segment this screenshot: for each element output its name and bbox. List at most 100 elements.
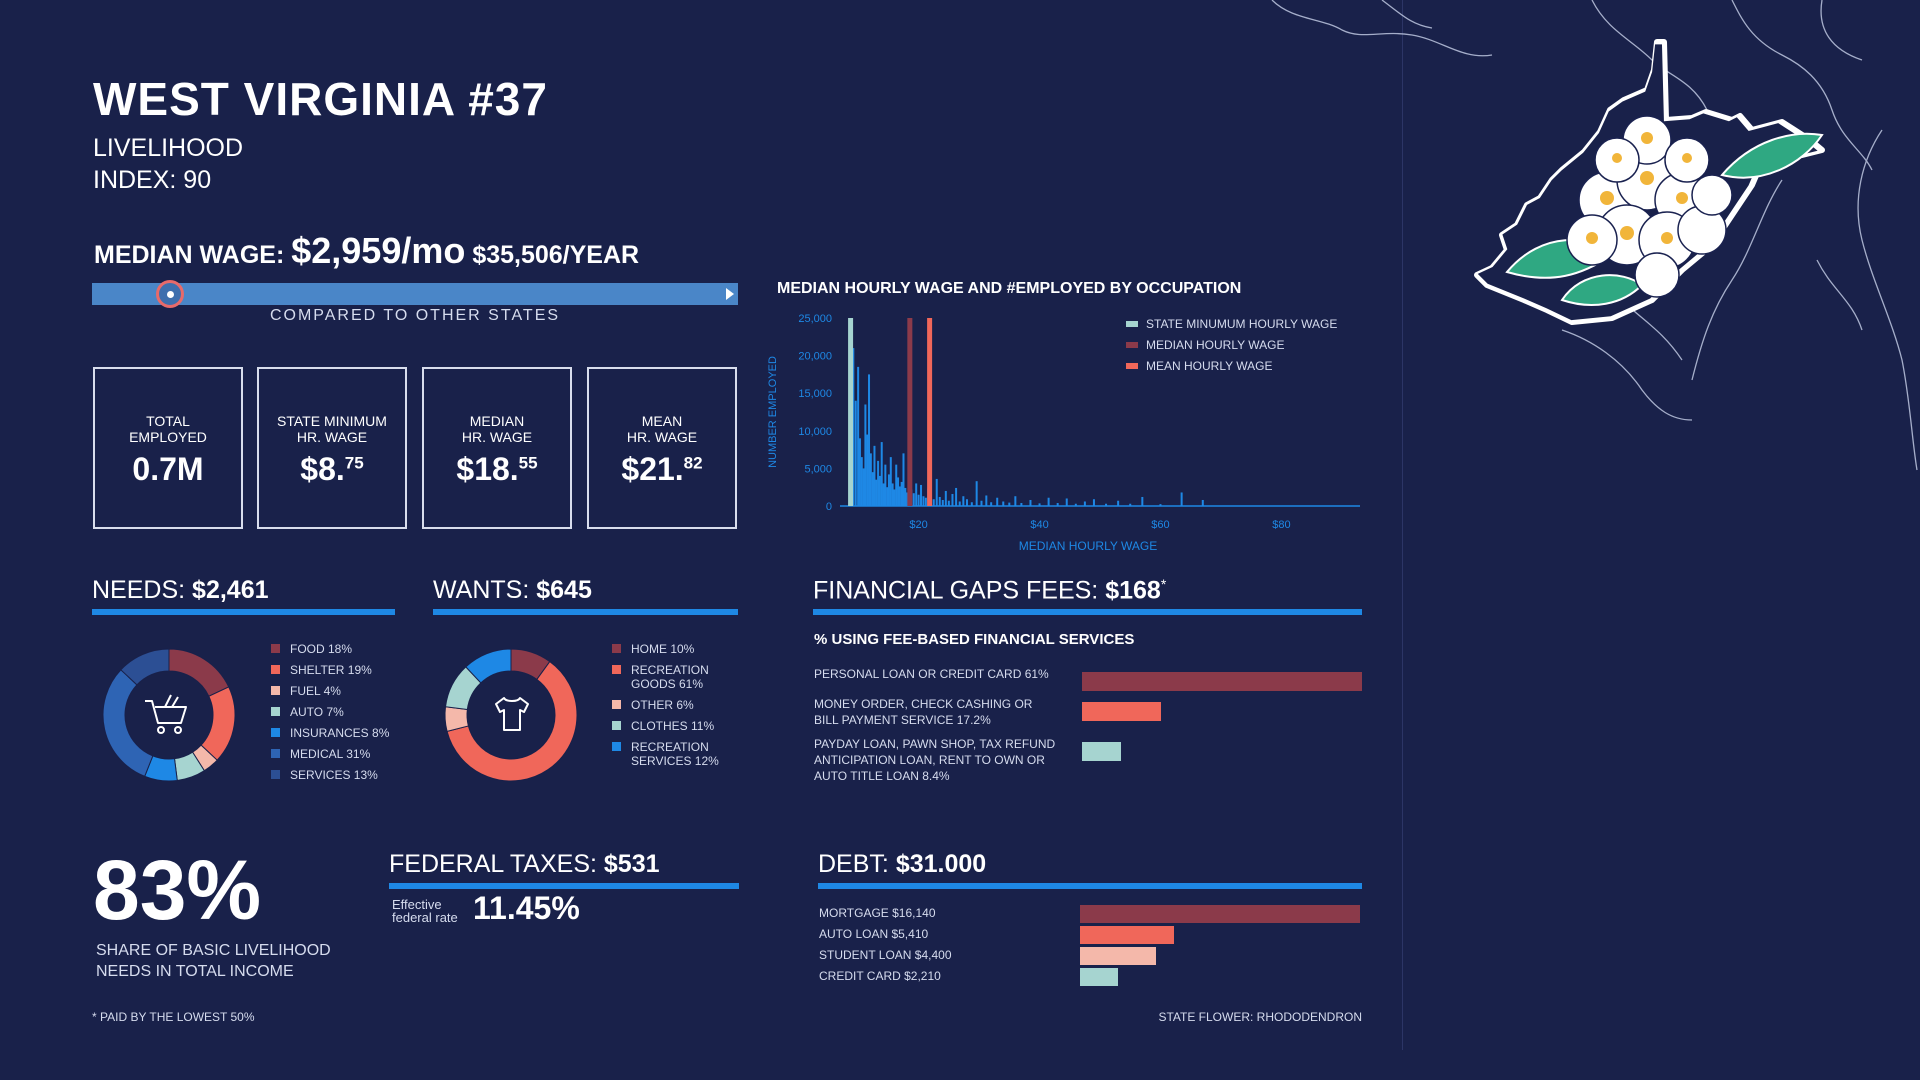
state-rank-marker: [155, 280, 184, 308]
stat-value: 0.7M: [95, 451, 241, 488]
occupation-bar: [970, 502, 973, 506]
occupation-bar: [1117, 500, 1120, 506]
share-value: 83%: [93, 843, 262, 937]
occupation-bar: [985, 495, 988, 506]
occupation-bar: [1065, 498, 1068, 506]
occupation-bar: [860, 457, 863, 506]
occupation-bar: [962, 496, 965, 506]
stat-label: MEAN: [641, 413, 683, 429]
y-tick-label: 10,000: [798, 426, 832, 438]
occupation-bar: [868, 374, 871, 506]
share-caption-line: SHARE OF BASIC LIVELIHOOD: [96, 942, 331, 959]
stat-value: $8.75: [259, 451, 405, 488]
needs-legend: FOOD 18% SHELTER 19% FUEL 4% AUTO 7% INSURAN…: [271, 642, 401, 792]
legend-label: RECREATION GOODS 61%: [631, 663, 709, 691]
fee-service-bar: [1082, 672, 1362, 691]
fee-service-bar: [1082, 702, 1161, 721]
occupation-bar: [935, 478, 938, 506]
wants-rule: [433, 609, 738, 615]
footnote: * PAID BY THE LOWEST 50%: [92, 1010, 255, 1024]
median-wage-yearly: $35,506/YEAR: [472, 241, 640, 269]
legend-label: HOME 10%: [631, 642, 695, 656]
debt-value: $31.000: [895, 850, 987, 878]
index-subtitle: LIVELIHOOD INDEX: 90: [93, 132, 243, 196]
median-wage-monthly: $2,959/mo: [291, 230, 466, 271]
occupation-bar: [1141, 496, 1144, 506]
occupation-bar: [955, 487, 958, 506]
state-comparison-bar: [92, 283, 738, 305]
share-caption-line: NEEDS IN TOTAL INCOME: [96, 963, 294, 980]
occupation-bar: [873, 445, 876, 506]
share-caption: SHARE OF BASIC LIVELIHOOD NEEDS IN TOTAL…: [96, 940, 331, 982]
footnote-marker: *: [1160, 576, 1167, 592]
occupation-bar: [1083, 501, 1086, 506]
occupation-bar: [864, 404, 867, 506]
occupation-bar: [895, 464, 898, 506]
stat-total-employed: TOTAL EMPLOYED 0.7M: [93, 367, 243, 529]
stat-label: HR. WAGE: [296, 429, 368, 445]
legend-label: AUTO 7%: [290, 705, 344, 719]
occupation-bar: [990, 502, 993, 506]
occupation-bar: [1105, 503, 1108, 506]
legend-label: STATE MINUMUM HOURLY WAGE: [1146, 317, 1337, 331]
occupation-bar: [932, 499, 935, 506]
tax-rate-value: 11.45%: [473, 890, 580, 926]
legend-label: FUEL 4%: [290, 684, 341, 698]
y-tick-label: 20,000: [798, 351, 832, 363]
index-value: INDEX: 90: [93, 166, 212, 194]
financial-gaps-heading: FINANCIAL GAPS FEES: $168*: [813, 576, 1166, 605]
legend-swatch: [271, 728, 280, 737]
financial-gaps-subtitle: % USING FEE-BASED FINANCIAL SERVICES: [814, 631, 1135, 648]
occupation-bar: [915, 483, 918, 506]
occupation-bar: [944, 490, 947, 506]
stat-label: MEDIAN: [469, 413, 525, 429]
occupation-bar: [980, 500, 983, 506]
fee-service-label: MONEY ORDER, CHECK CASHING OR BILL PAYMEN…: [814, 697, 1033, 727]
occupation-bar: [875, 479, 878, 506]
debt-label: MORTGAGE $16,140: [819, 906, 936, 920]
y-tick-label: 0: [826, 501, 832, 513]
legend-swatch: [271, 665, 280, 674]
legend-label: MEAN HOURLY WAGE: [1146, 359, 1272, 373]
legend-swatch: [1126, 321, 1138, 327]
occupation-bar: [922, 496, 925, 506]
legend-label: SERVICES 13%: [290, 768, 378, 782]
occupation-bar: [1092, 499, 1095, 506]
fee-service-label: PAYDAY LOAN, PAWN SHOP, TAX REFUND ANTICI…: [814, 737, 1056, 783]
federal-taxes-label: FEDERAL TAXES:: [389, 850, 597, 878]
debt-label: STUDENT LOAN $4,400: [819, 948, 952, 962]
wants-donut: [444, 648, 578, 782]
occupation-bar: [951, 493, 954, 506]
legend-swatch: [1126, 342, 1138, 348]
needs-donut: [102, 648, 236, 782]
wants-value: $645: [536, 576, 592, 604]
debt-chart: MORTGAGE $16,140 AUTO LOAN $5,410 STUDENT …: [818, 900, 1362, 990]
donut-slice: [446, 660, 578, 782]
donut-slice: [465, 648, 512, 684]
stat-mean-wage: MEAN HR. WAGE $21.82: [587, 367, 737, 529]
y-tick-label: 25,000: [798, 313, 832, 325]
occupation-bar: [893, 489, 896, 506]
occupation-bar: [866, 434, 869, 506]
donut-slice: [120, 648, 170, 686]
page-title: WEST VIRGINIA #37: [93, 73, 548, 125]
tax-rate-label-line: Effective: [392, 897, 442, 912]
occupation-bar: [871, 472, 874, 506]
legend-label: CLOTHES 11%: [631, 719, 715, 733]
legend-label: RECREATION SERVICES 12%: [631, 740, 719, 768]
occupation-bar: [1008, 502, 1011, 506]
fee-service-label: PERSONAL LOAN OR CREDIT CARD 61%: [814, 667, 1049, 681]
reference-line: [907, 318, 913, 506]
occupation-bar: [854, 400, 857, 506]
occupation-bar: [857, 366, 860, 506]
x-tick-label: $80: [1272, 519, 1290, 531]
legend-swatch: [271, 749, 280, 758]
occupation-bar: [958, 501, 961, 506]
occupation-chart-title: MEDIAN HOURLY WAGE AND #EMPLOYED BY OCCU…: [777, 280, 1242, 297]
rhododendron-flower: [1505, 115, 1824, 306]
occupation-bar: [882, 483, 885, 506]
occupation-bar: [1038, 503, 1041, 506]
legend-label: MEDICAL 31%: [290, 747, 371, 761]
stat-value: $21.82: [589, 451, 735, 488]
river-lines: [1271, 0, 1918, 471]
